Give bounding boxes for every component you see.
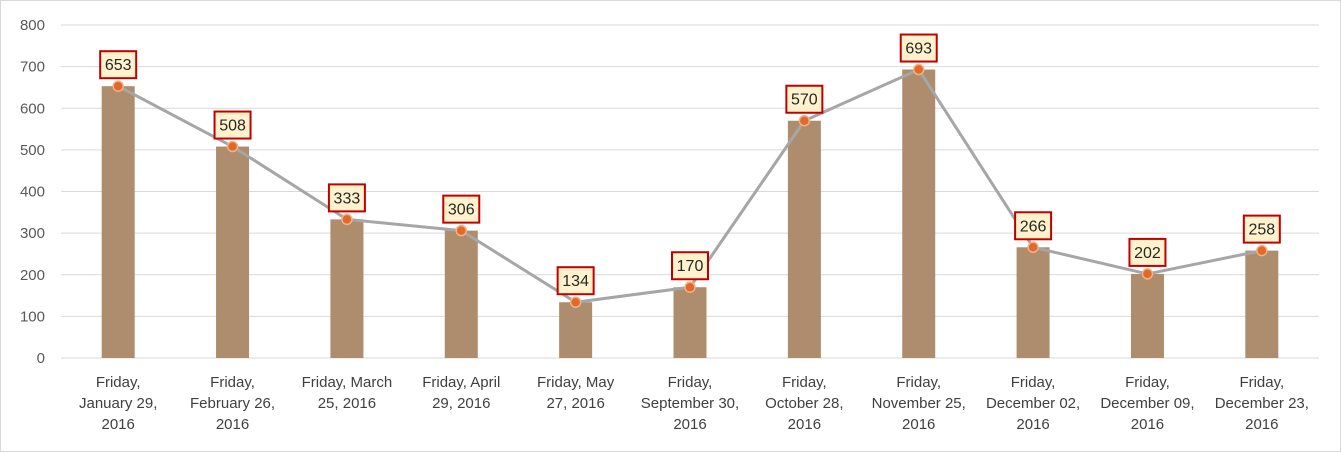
bar — [216, 146, 250, 358]
x-category-label: 2016 — [673, 416, 706, 433]
data-label: 306 — [448, 202, 475, 219]
data-label-box — [1128, 237, 1167, 267]
x-category-label: November 25, — [872, 395, 966, 412]
y-tick-label: 100 — [20, 308, 45, 325]
bar — [444, 230, 478, 358]
bar — [330, 219, 364, 358]
data-label: 266 — [1020, 218, 1047, 235]
data-label-box — [899, 33, 938, 63]
x-category-label: 2016 — [902, 416, 935, 433]
x-category-label: Friday, — [210, 374, 255, 391]
x-category-label: December 02, — [986, 395, 1080, 412]
data-label-box — [671, 251, 709, 281]
data-label-box — [1242, 214, 1281, 244]
data-label: 508 — [219, 118, 246, 135]
data-label: 333 — [334, 190, 361, 207]
x-category-label: 25, 2016 — [318, 395, 376, 412]
x-category-label: 2016 — [1016, 416, 1049, 433]
x-category-label: February 26, — [190, 395, 275, 412]
x-category-label: 2016 — [788, 416, 821, 433]
x-category-label: Friday, — [896, 374, 941, 391]
line-marker — [798, 114, 811, 127]
x-category-label: 27, 2016 — [546, 395, 604, 412]
bar — [902, 69, 936, 358]
x-category-label: September 30, — [641, 395, 739, 412]
data-label: 258 — [1248, 222, 1275, 239]
y-tick-label: 500 — [20, 142, 45, 159]
line-marker — [226, 140, 239, 153]
data-label: 653 — [105, 57, 132, 74]
data-label: 570 — [791, 92, 818, 109]
line-marker — [1027, 241, 1039, 254]
data-label: 693 — [905, 41, 932, 58]
bar — [787, 120, 821, 358]
data-label: 134 — [562, 273, 589, 290]
y-tick-label: 0 — [37, 350, 45, 367]
x-category-label: Friday, — [1239, 374, 1284, 391]
y-tick-label: 600 — [20, 100, 45, 117]
y-tick-label: 400 — [20, 184, 45, 201]
x-category-label: Friday, March — [302, 374, 393, 391]
line-marker — [1141, 268, 1154, 280]
x-category-label: Friday, — [96, 374, 141, 391]
y-tick-label: 200 — [20, 267, 45, 284]
data-label-box — [213, 110, 252, 140]
x-category-label: October 28, — [765, 395, 843, 412]
data-label-box — [785, 84, 824, 114]
line-marker — [341, 213, 353, 226]
line-marker — [112, 80, 124, 92]
data-label: 170 — [677, 258, 704, 275]
data-label-box — [556, 266, 595, 296]
bar — [673, 287, 707, 358]
x-category-label: Friday, — [782, 374, 827, 391]
line-marker — [1256, 244, 1268, 257]
data-label-box — [1014, 211, 1053, 241]
x-category-label: December 09, — [1100, 395, 1194, 412]
line-marker — [684, 281, 696, 293]
y-tick-label: 300 — [20, 225, 45, 242]
data-label-box — [442, 194, 481, 224]
x-category-label: 29, 2016 — [432, 395, 490, 412]
y-tick-label: 800 — [20, 17, 45, 34]
x-category-label: Friday, — [1011, 374, 1056, 391]
bar — [1130, 273, 1164, 358]
bar — [1016, 247, 1050, 358]
x-category-label: 2016 — [1245, 416, 1278, 433]
x-category-label: 2016 — [216, 416, 249, 433]
x-category-label: Friday, — [668, 374, 713, 391]
data-label-box — [327, 183, 366, 213]
x-category-label: Friday, — [1125, 374, 1170, 391]
x-category-label: Friday, May — [537, 374, 615, 391]
x-category-label: 2016 — [101, 416, 134, 433]
data-label: 202 — [1134, 245, 1161, 262]
line-marker — [455, 224, 468, 237]
x-category-label: 2016 — [1131, 416, 1164, 433]
line-marker — [912, 63, 925, 76]
line-marker — [569, 296, 582, 308]
bar — [1245, 250, 1279, 358]
data-label-box — [99, 50, 138, 80]
x-category-label: January 29, — [79, 395, 157, 412]
y-tick-label: 700 — [20, 59, 45, 76]
x-category-label: Friday, April — [422, 374, 500, 391]
bar — [559, 302, 593, 358]
bar — [101, 86, 135, 358]
x-category-label: December 23, — [1215, 395, 1309, 412]
